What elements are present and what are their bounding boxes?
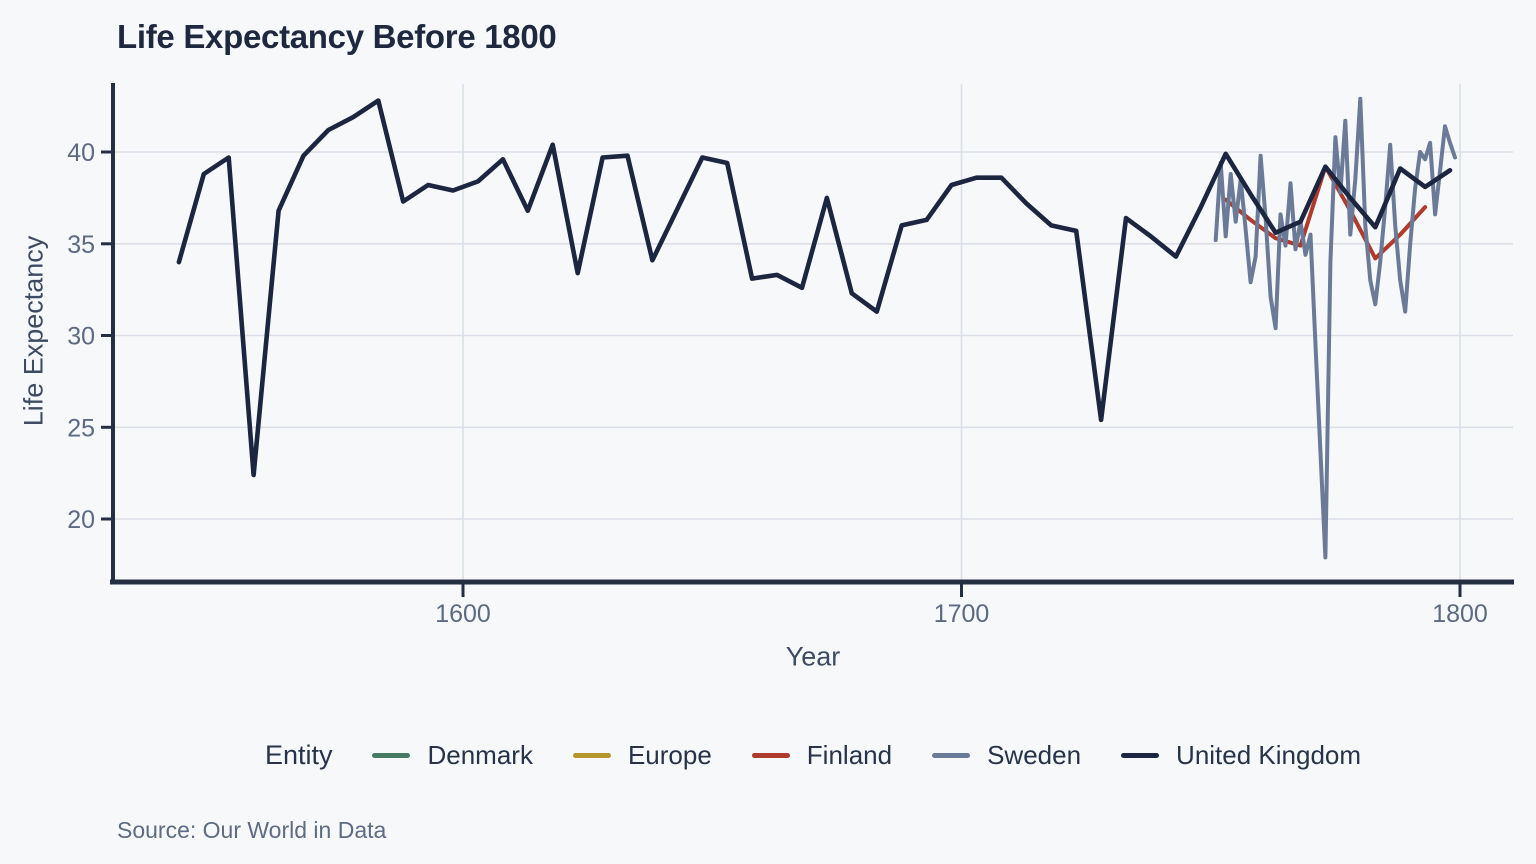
series-line-united-kingdom bbox=[176, 98, 1453, 478]
y-tick-label: 30 bbox=[67, 323, 95, 351]
legend-title: Entity bbox=[264, 739, 333, 770]
legend-item-europe: Europe bbox=[572, 739, 712, 771]
source-attribution: Source: Our World in Data bbox=[117, 817, 387, 843]
x-tick-label: 1700 bbox=[934, 600, 990, 628]
legend-item-united-kingdom: United Kingdom bbox=[1121, 740, 1361, 771]
legend-label-united-kingdom: United Kingdom bbox=[1176, 739, 1362, 770]
legend-label-denmark: Denmark bbox=[427, 739, 533, 770]
chart-legend: Entity Denmark Europe Finland Sweden Uni… bbox=[113, 735, 1513, 775]
x-tick-label: 1800 bbox=[1432, 600, 1488, 628]
legend-swatch-united-kingdom bbox=[1121, 752, 1160, 758]
series-line-sweden bbox=[1213, 96, 1457, 560]
legend-swatch-europe bbox=[572, 752, 611, 758]
y-tick-label: 35 bbox=[67, 231, 95, 259]
legend-item-finland: Finland bbox=[751, 739, 893, 771]
y-tick-label: 20 bbox=[67, 506, 95, 534]
legend-item-sweden: Sweden bbox=[932, 740, 1081, 771]
legend-swatch-finland bbox=[751, 752, 790, 758]
legend-label-sweden: Sweden bbox=[987, 739, 1082, 770]
x-axis-title: Year bbox=[785, 641, 841, 672]
legend-label-finland: Finland bbox=[806, 739, 893, 770]
y-tick-label: 25 bbox=[67, 414, 95, 442]
legend-swatch-denmark bbox=[372, 752, 411, 758]
x-tick-label: 1600 bbox=[435, 600, 491, 628]
y-axis-title: Life Expectancy bbox=[18, 235, 49, 427]
legend-label-europe: Europe bbox=[627, 739, 712, 770]
legend-swatch-sweden bbox=[932, 752, 971, 758]
legend-item-denmark: Denmark bbox=[372, 739, 533, 771]
chart-title: Life Expectancy Before 1800 bbox=[117, 18, 557, 55]
y-tick-label: 40 bbox=[67, 139, 95, 167]
